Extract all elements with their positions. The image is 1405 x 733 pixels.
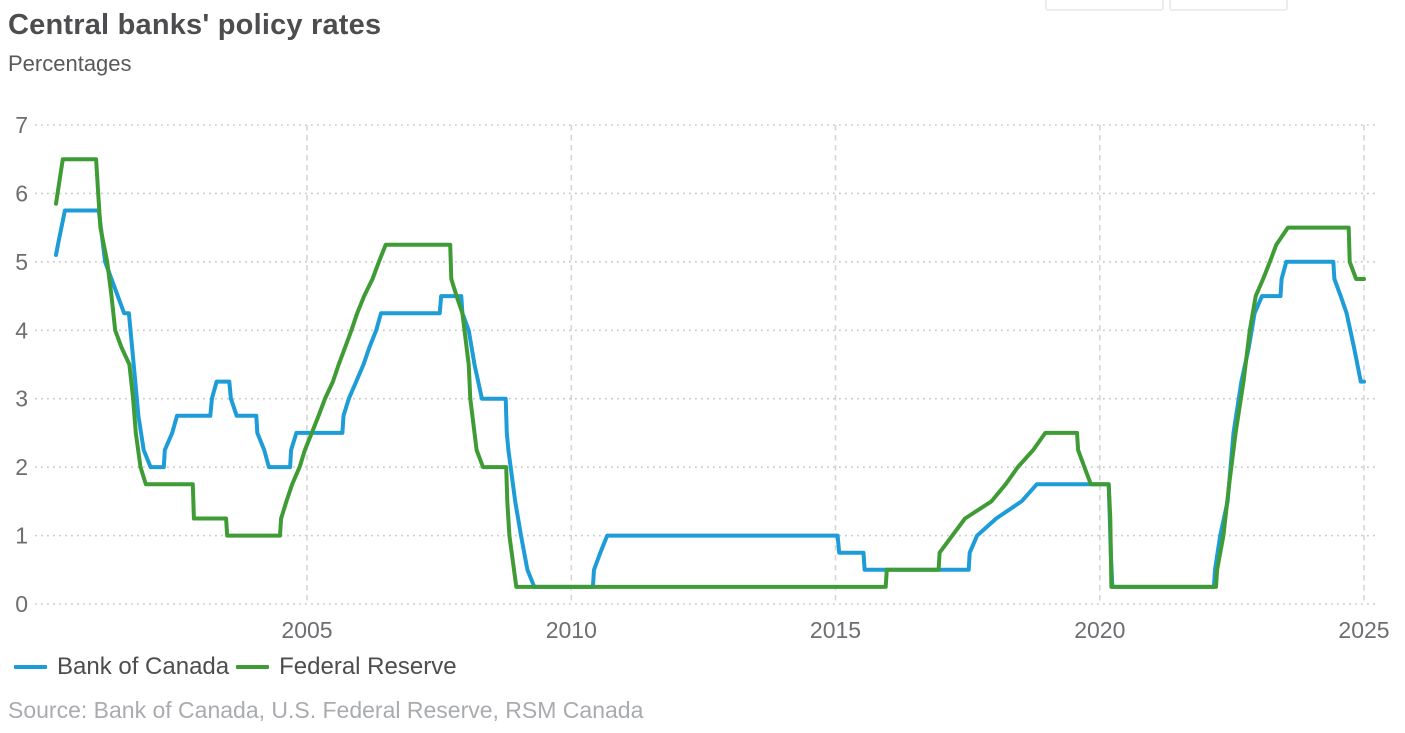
y-axis-tick-5: 5	[15, 249, 28, 275]
federal-reserve-line-swatch	[236, 665, 270, 669]
y-axis-tick-0: 0	[15, 591, 28, 617]
cutoff-button-left[interactable]	[1045, 0, 1164, 11]
legend-label: Federal Reserve	[279, 653, 457, 680]
x-axis-tick-2015: 2015	[810, 617, 861, 643]
y-axis-tick-1: 1	[15, 523, 28, 549]
x-axis-tick-2025: 2025	[1338, 617, 1389, 643]
x-axis-tick-2005: 2005	[281, 617, 332, 643]
legend-label: Bank of Canada	[57, 653, 230, 680]
y-axis-tick-2: 2	[15, 454, 28, 480]
chart-subtitle: Percentages	[8, 51, 132, 76]
y-axis-tick-7: 7	[15, 112, 28, 138]
y-axis-tick-6: 6	[15, 180, 28, 206]
legend-item-bank-of-canada[interactable]: Bank of Canada	[14, 653, 229, 681]
y-axis-tick-4: 4	[15, 317, 28, 343]
series-line-federal-reserve	[54, 157, 1366, 589]
x-axis-tick-2010: 2010	[546, 617, 597, 643]
legend-item-federal-reserve[interactable]: Federal Reserve	[236, 653, 457, 681]
cutoff-button-right[interactable]	[1169, 0, 1288, 11]
bank-of-canada-line-swatch	[14, 665, 47, 669]
source-note: Source: Bank of Canada, U.S. Federal Res…	[8, 697, 644, 723]
y-axis-tick-3: 3	[15, 386, 28, 412]
x-axis-tick-2020: 2020	[1074, 617, 1125, 643]
page-title: Central banks' policy rates	[8, 9, 382, 41]
chart-legend: Bank of Canada Federal Reserve	[14, 653, 457, 681]
policy-rates-line-chart: 0 1 2 3 4 5 6 7 2005 2010 2015 2020 2025	[15, 112, 1389, 643]
